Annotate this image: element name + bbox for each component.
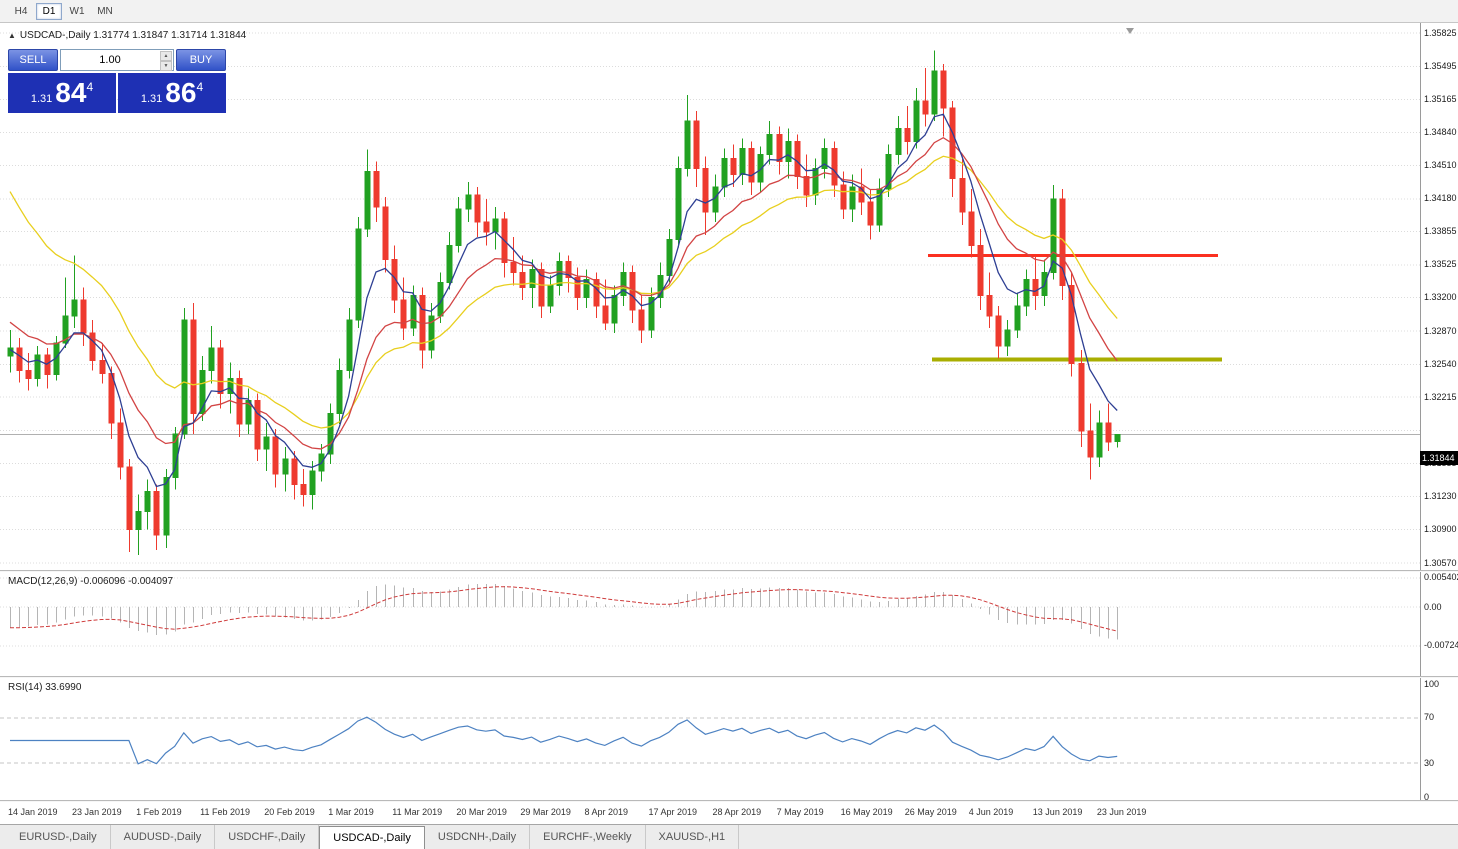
- buy-price-pip-fraction: 4: [196, 80, 204, 94]
- price-axis-label: 1.32215: [1424, 391, 1457, 402]
- timeframe-toolbar: H4 D1 W1 MN: [0, 0, 1458, 23]
- macd-axis-label: 0.00: [1424, 601, 1442, 612]
- volume-input[interactable]: [61, 50, 173, 70]
- price-axis-label: 1.31230: [1424, 490, 1457, 501]
- volume-field: ▲ ▼: [60, 49, 174, 71]
- chart-tab-eurchf-weekly[interactable]: EURCHF-,Weekly: [530, 825, 646, 849]
- rsi-panel: RSI(14) 33.6990 100 70 30 0: [0, 678, 1458, 802]
- sell-price-display[interactable]: 1.31 84 4: [8, 73, 116, 113]
- chart-tab-usdchf-daily[interactable]: USDCHF-,Daily: [215, 825, 320, 849]
- chart-title-text: USDCAD-,Daily 1.31774 1.31847 1.31714 1.…: [19, 30, 247, 41]
- macd-label: MACD(12,26,9) -0.006096 -0.004097: [8, 576, 174, 587]
- timeframe-button-mn[interactable]: MN: [97, 5, 113, 17]
- rsi-axis-label: 100: [1424, 678, 1440, 689]
- time-axis-label: 26 May 2019: [904, 807, 957, 817]
- panel-splitter-macd[interactable]: [0, 570, 1458, 572]
- time-axis-label: 13 Jun 2019: [1032, 807, 1083, 817]
- bid-price-badge: 1.31844: [1420, 450, 1458, 465]
- price-axis-label: 1.34180: [1424, 193, 1457, 204]
- time-axis-separator: [0, 800, 1458, 802]
- buy-button[interactable]: BUY: [176, 49, 226, 71]
- sell-price-big-digits: 84: [55, 77, 87, 108]
- chart-tab-xauusd-h1[interactable]: XAUUSD-,H1: [646, 825, 740, 849]
- rsi-canvas[interactable]: [0, 678, 1420, 800]
- rsi-axis-label: 70: [1424, 712, 1435, 723]
- buy-price-display[interactable]: 1.31 86 4: [118, 73, 226, 113]
- collapse-trade-panel-arrow[interactable]: ▲: [8, 31, 16, 40]
- price-axis-label: 1.35825: [1424, 27, 1457, 38]
- chart-tab-usdcad-daily[interactable]: USDCAD-,Daily: [319, 826, 425, 849]
- price-axis[interactable]: 1.35825 1.35495 1.35165 1.34840 1.34510 1.341…: [1420, 23, 1458, 570]
- time-axis-label: 20 Feb 2019: [264, 807, 315, 817]
- time-axis-label: 14 Jan 2019: [8, 807, 58, 817]
- panel-splitter-rsi[interactable]: [0, 676, 1458, 678]
- time-axis-label: 23 Jan 2019: [72, 807, 122, 817]
- price-axis-label: 1.33200: [1424, 292, 1457, 303]
- volume-decrease-button[interactable]: ▼: [160, 61, 172, 71]
- volume-increase-button[interactable]: ▲: [160, 51, 172, 61]
- ma-line-22: [9, 155, 1118, 429]
- chart-tab-audusd-daily[interactable]: AUDUSD-,Daily: [111, 825, 216, 849]
- chart-tab-usdcnh-daily[interactable]: USDCNH-,Daily: [425, 825, 531, 849]
- macd-histogram: [10, 583, 1118, 640]
- price-axis-label: 1.30900: [1424, 524, 1457, 535]
- one-click-trading-panel: SELL ▲ ▼ BUY 1.31 84 4 1.31: [8, 49, 226, 113]
- rsi-label: RSI(14) 33.6990: [8, 682, 82, 693]
- buy-price-big-digits: 86: [165, 77, 197, 108]
- timeframe-button-w1[interactable]: W1: [69, 5, 85, 17]
- ma-line-13: [9, 136, 1118, 450]
- macd-axis[interactable]: 0.005402 0.00 -0.007243: [1420, 572, 1458, 676]
- price-axis-label: 1.35165: [1424, 94, 1457, 105]
- price-axis-label: 1.35495: [1424, 60, 1457, 71]
- price-axis-label: 1.33855: [1424, 226, 1457, 237]
- price-axis-label: 1.32540: [1424, 358, 1457, 369]
- time-axis-label: 11 Feb 2019: [200, 807, 251, 817]
- chart-shift-marker: [1126, 28, 1134, 34]
- time-axis-label: 11 Mar 2019: [392, 807, 443, 817]
- time-axis-label: 29 Mar 2019: [520, 807, 571, 817]
- candles-layer: [7, 50, 1121, 555]
- time-axis-label: 28 Apr 2019: [712, 807, 762, 817]
- macd-axis-label: -0.007243: [1424, 640, 1458, 651]
- time-axis-label: 16 May 2019: [840, 807, 893, 817]
- sell-price-pip-fraction: 4: [86, 80, 94, 94]
- macd-axis-label: 0.005402: [1424, 572, 1458, 583]
- price-axis-label: 1.34510: [1424, 160, 1457, 171]
- rsi-axis-label: 30: [1424, 757, 1435, 768]
- chart-title: ▲ USDCAD-,Daily 1.31774 1.31847 1.31714 1…: [8, 30, 246, 41]
- time-axis[interactable]: 14 Jan 2019 23 Jan 2019 1 Feb 2019 11 Feb 2…: [0, 802, 1458, 824]
- macd-panel: MACD(12,26,9) -0.006096 -0.004097 0.0054…: [0, 572, 1458, 676]
- chart-tab-eurusd-daily[interactable]: EURUSD-,Daily: [6, 825, 111, 849]
- time-axis-label: 23 Jun 2019: [1096, 807, 1147, 817]
- chart-tabs-bar: EURUSD-,Daily AUDUSD-,Daily USDCHF-,Daily U…: [0, 824, 1458, 849]
- sell-button[interactable]: SELL: [8, 49, 58, 71]
- price-axis-label: 1.32870: [1424, 325, 1457, 336]
- main-chart-canvas[interactable]: [0, 23, 1420, 570]
- rsi-axis[interactable]: 100 70 30 0: [1420, 678, 1458, 802]
- time-axis-label: 20 Mar 2019: [456, 807, 507, 817]
- time-axis-label: 4 Jun 2019: [968, 807, 1014, 817]
- main-chart-panel: ▲ USDCAD-,Daily 1.31774 1.31847 1.31714 1…: [0, 23, 1458, 570]
- price-axis-label: 1.30570: [1424, 557, 1457, 568]
- buy-price-prefix: 1.31: [140, 93, 163, 105]
- rsi-line: [10, 716, 1118, 765]
- ma-line-6: [9, 113, 1118, 488]
- sell-price-prefix: 1.31: [30, 93, 53, 105]
- time-axis-label: 1 Mar 2019: [328, 807, 374, 817]
- time-axis-label: 7 May 2019: [776, 807, 824, 817]
- rsi-axis-label: 0: [1424, 791, 1430, 802]
- timeframe-button-h4[interactable]: H4: [14, 5, 28, 17]
- price-axis-label: 1.33525: [1424, 259, 1457, 270]
- time-axis-label: 1 Feb 2019: [136, 807, 182, 817]
- time-axis-label: 17 Apr 2019: [648, 807, 698, 817]
- macd-canvas[interactable]: [0, 572, 1420, 676]
- price-axis-label: 1.34840: [1424, 126, 1457, 137]
- time-axis-label: 8 Apr 2019: [584, 807, 628, 817]
- timeframe-button-d1[interactable]: D1: [36, 2, 62, 20]
- macd-signal-line: [9, 586, 1118, 632]
